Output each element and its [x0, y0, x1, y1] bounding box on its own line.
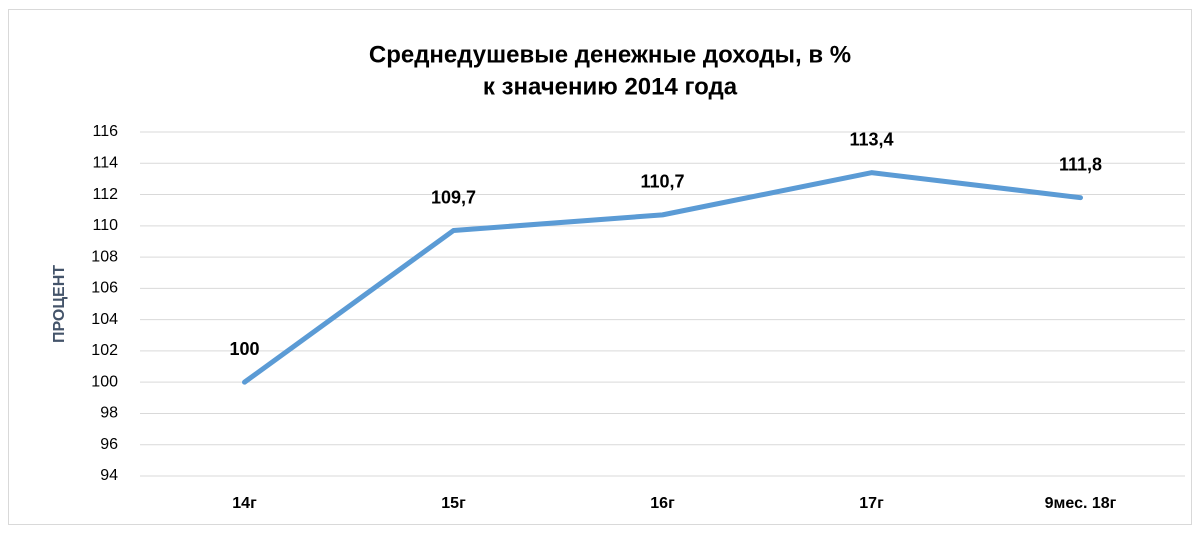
y-tick-label: 110: [92, 217, 118, 234]
data-line: [242, 170, 1083, 385]
data-label: 109,7: [431, 187, 476, 207]
x-tick-label: 17г: [859, 495, 884, 512]
data-label: 113,4: [849, 129, 893, 149]
y-tick-label: 108: [91, 248, 118, 265]
y-tick-label: 94: [100, 467, 118, 484]
y-tick-label: 112: [92, 186, 118, 203]
x-tick-label: 14г: [232, 495, 257, 512]
y-tick-label: 102: [91, 342, 118, 359]
x-tick-label: 15г: [441, 495, 466, 512]
y-tick-label: 96: [100, 436, 118, 453]
data-label: 110,7: [640, 172, 684, 192]
y-tick-label: 104: [91, 311, 118, 328]
x-tick-label: 9мес. 18г: [1045, 495, 1117, 512]
chart-border: [8, 9, 1192, 525]
chart-title: к значению 2014 года: [483, 73, 738, 100]
x-tick-label: 16г: [650, 495, 675, 512]
y-axis-label: ПРОЦЕНТ: [51, 265, 68, 343]
y-tick-label: 116: [92, 123, 118, 140]
y-tick-label: 98: [100, 405, 118, 422]
y-tick-label: 106: [91, 280, 118, 297]
data-label: 100: [229, 339, 259, 359]
data-label: 111,8: [1059, 154, 1102, 174]
y-tick-label: 100: [91, 373, 118, 390]
chart-title: Среднедушевые денежные доходы, в %: [369, 41, 851, 68]
y-tick-label: 114: [92, 154, 118, 171]
